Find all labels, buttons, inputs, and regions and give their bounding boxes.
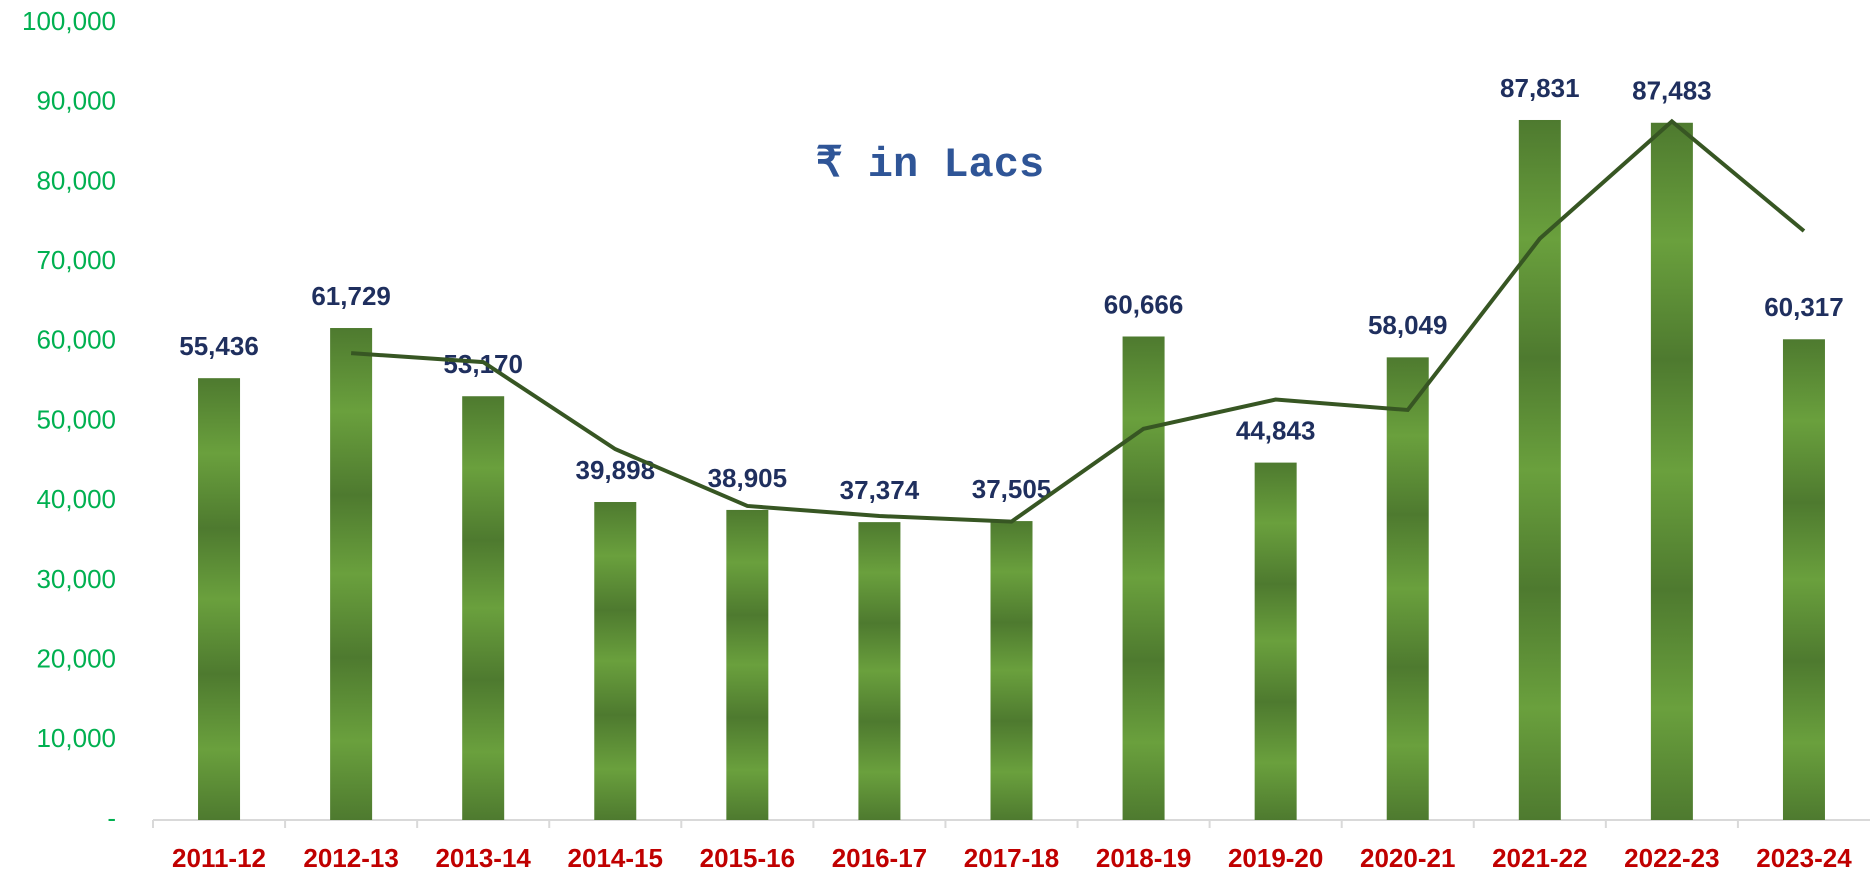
bar xyxy=(330,328,373,820)
y-tick-label: 40,000 xyxy=(36,484,116,514)
x-tick-label: 2015-16 xyxy=(700,843,795,873)
data-label: 38,905 xyxy=(708,463,788,493)
x-tick-label: 2022-23 xyxy=(1624,843,1719,873)
data-label: 55,436 xyxy=(179,331,259,361)
data-label: 44,843 xyxy=(1236,415,1316,445)
x-tick-label: 2018-19 xyxy=(1096,843,1191,873)
x-tick-label: 2016-17 xyxy=(832,843,927,873)
data-label: 60,666 xyxy=(1104,289,1184,319)
bar xyxy=(594,502,637,820)
y-tick-label: 70,000 xyxy=(36,245,116,275)
x-tick-label: 2011-12 xyxy=(172,843,266,873)
y-tick-label: - xyxy=(107,803,116,833)
bar xyxy=(990,521,1033,820)
y-tick-label: 30,000 xyxy=(36,564,116,594)
x-tick-label: 2013-14 xyxy=(435,843,531,873)
y-tick-label: 20,000 xyxy=(36,643,116,673)
x-tick-label: 2012-13 xyxy=(303,843,398,873)
bar xyxy=(726,509,769,820)
data-label: 37,374 xyxy=(840,475,920,505)
y-tick-label: 50,000 xyxy=(36,404,116,434)
y-tick-label: 10,000 xyxy=(36,723,116,753)
trend-line xyxy=(350,118,1806,524)
bar xyxy=(462,396,505,820)
bar xyxy=(1782,339,1825,820)
bar xyxy=(1122,336,1165,820)
y-tick-label: 60,000 xyxy=(36,325,116,355)
x-tick-label: 2020-21 xyxy=(1360,843,1455,873)
x-tick-label: 2023-24 xyxy=(1756,843,1852,873)
y-tick-label: 90,000 xyxy=(36,86,116,116)
bar xyxy=(198,378,241,820)
x-tick-label: 2021-22 xyxy=(1492,843,1587,873)
y-tick-label: 100,000 xyxy=(22,6,116,36)
bar xyxy=(858,522,901,820)
data-label: 58,049 xyxy=(1368,310,1448,340)
data-label: 87,831 xyxy=(1500,73,1580,103)
chart-title: ₹ in Lacs xyxy=(816,141,1044,189)
bar xyxy=(1254,462,1297,820)
x-tick-label: 2014-15 xyxy=(568,843,663,873)
bar xyxy=(1650,122,1693,820)
data-label: 61,729 xyxy=(311,281,391,311)
data-label: 60,317 xyxy=(1764,292,1844,322)
data-label: 37,505 xyxy=(972,474,1052,504)
x-tick-label: 2019-20 xyxy=(1228,843,1323,873)
data-label: 87,483 xyxy=(1632,76,1712,106)
x-tick-label: 2017-18 xyxy=(964,843,1059,873)
bar xyxy=(1386,357,1429,820)
y-tick-label: 80,000 xyxy=(36,165,116,195)
